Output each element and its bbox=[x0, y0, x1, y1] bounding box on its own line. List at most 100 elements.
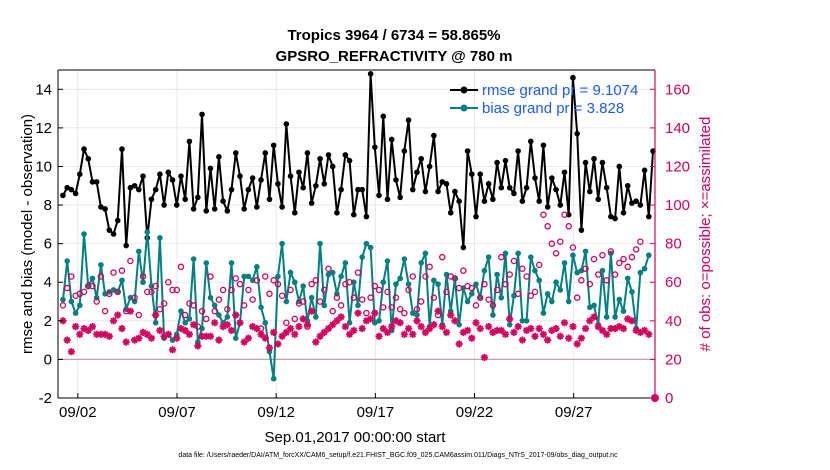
assimilated-point bbox=[426, 324, 434, 333]
assimilated-point bbox=[556, 332, 564, 340]
y-tick-label: 6 bbox=[44, 236, 52, 253]
assimilated-point bbox=[409, 330, 417, 338]
asterisk-stroke bbox=[308, 307, 315, 315]
assimilated-point bbox=[354, 309, 362, 317]
asterisk-stroke bbox=[68, 348, 75, 355]
bias-point bbox=[481, 267, 488, 274]
possible-point bbox=[131, 294, 138, 301]
bias-point bbox=[114, 289, 121, 295]
rmse-point bbox=[418, 155, 425, 162]
asterisk-stroke bbox=[557, 333, 564, 340]
possible-point bbox=[548, 240, 556, 247]
rmse-point bbox=[283, 121, 290, 127]
y-axis-label: rmse and bias (model - observation) bbox=[19, 114, 36, 354]
asterisk-stroke bbox=[485, 323, 492, 330]
possible-point bbox=[152, 282, 159, 290]
possible-point bbox=[139, 273, 147, 280]
assimilated-point bbox=[227, 326, 236, 335]
asterisk-stroke bbox=[106, 333, 113, 340]
rmse-point bbox=[443, 181, 450, 187]
possible-point bbox=[299, 298, 307, 305]
rmse-point bbox=[338, 186, 344, 193]
rmse-point bbox=[275, 181, 281, 187]
possible-point bbox=[148, 288, 155, 296]
possible-point bbox=[329, 307, 336, 315]
assimilated-point bbox=[156, 326, 164, 335]
rmse-point bbox=[136, 186, 142, 193]
assimilated-point bbox=[506, 315, 514, 323]
possible-point bbox=[502, 280, 509, 288]
bias-point bbox=[270, 375, 277, 382]
asterisk-stroke bbox=[354, 309, 362, 317]
rmse-point bbox=[452, 188, 458, 195]
asterisk-stroke bbox=[135, 335, 143, 342]
bias-point bbox=[418, 260, 425, 266]
assimilated-point bbox=[375, 332, 383, 340]
rmse-point bbox=[308, 200, 315, 206]
possible-point bbox=[392, 294, 400, 301]
rmse-point bbox=[304, 150, 311, 156]
possible-point bbox=[409, 273, 417, 280]
asterisk-stroke bbox=[502, 331, 509, 338]
possible-point bbox=[110, 269, 117, 276]
assimilated-point bbox=[539, 330, 548, 338]
y2-tick-label: 60 bbox=[665, 274, 682, 291]
asterisk-stroke bbox=[224, 321, 231, 328]
rmse-point bbox=[603, 184, 610, 191]
possible-point bbox=[287, 286, 294, 294]
rmse-point bbox=[549, 175, 555, 181]
assimilated-point bbox=[291, 330, 299, 338]
y-tick-label: 2 bbox=[44, 313, 52, 330]
bias-point bbox=[380, 279, 387, 286]
assimilated-point bbox=[337, 313, 345, 321]
bias-point bbox=[60, 296, 66, 303]
assimilated-point bbox=[552, 324, 560, 333]
rmse-point bbox=[195, 194, 201, 201]
rmse-point bbox=[485, 181, 492, 187]
rmse-point bbox=[228, 186, 235, 193]
bias-point bbox=[224, 314, 231, 320]
rmse-point bbox=[409, 186, 416, 193]
possible-point bbox=[106, 290, 113, 298]
rmse-point bbox=[279, 204, 285, 210]
assimilated-point bbox=[590, 313, 598, 321]
bias-point bbox=[287, 269, 294, 276]
assimilated-point bbox=[126, 307, 134, 315]
possible-point bbox=[312, 277, 320, 284]
rmse-point bbox=[553, 186, 559, 193]
rmse-point bbox=[359, 186, 366, 193]
rmse-point bbox=[313, 182, 319, 189]
assimilated-point bbox=[413, 317, 421, 325]
bias-point bbox=[570, 252, 576, 259]
rmse-point bbox=[393, 177, 399, 183]
bias-point bbox=[527, 254, 534, 260]
bias-point bbox=[557, 287, 564, 293]
rmse-point bbox=[68, 186, 75, 193]
assimilated-point bbox=[72, 323, 80, 331]
rmse-point bbox=[245, 186, 252, 193]
asterisk-stroke bbox=[472, 319, 480, 326]
rmse-point bbox=[414, 169, 420, 176]
asterisk-stroke bbox=[266, 344, 273, 352]
asterisk-stroke bbox=[481, 354, 488, 361]
asterisk-stroke bbox=[388, 323, 395, 330]
bias-point bbox=[228, 260, 235, 266]
bias-point bbox=[608, 250, 614, 257]
possible-point bbox=[506, 271, 513, 278]
rmse-point bbox=[89, 179, 96, 185]
rmse-point bbox=[561, 169, 568, 176]
bias-point bbox=[397, 275, 403, 282]
possible-point bbox=[160, 300, 168, 307]
rmse-point bbox=[608, 213, 614, 220]
asterisk-stroke bbox=[519, 336, 526, 344]
rmse-point bbox=[152, 186, 159, 193]
possible-point bbox=[540, 211, 547, 218]
possible-point bbox=[215, 296, 223, 303]
possible-point bbox=[417, 298, 425, 305]
rmse-point bbox=[262, 150, 269, 156]
assimilated-point bbox=[190, 321, 198, 329]
legend-marker-rmse bbox=[460, 86, 468, 94]
bias-point bbox=[612, 314, 618, 320]
asterisk-stroke bbox=[122, 338, 130, 346]
